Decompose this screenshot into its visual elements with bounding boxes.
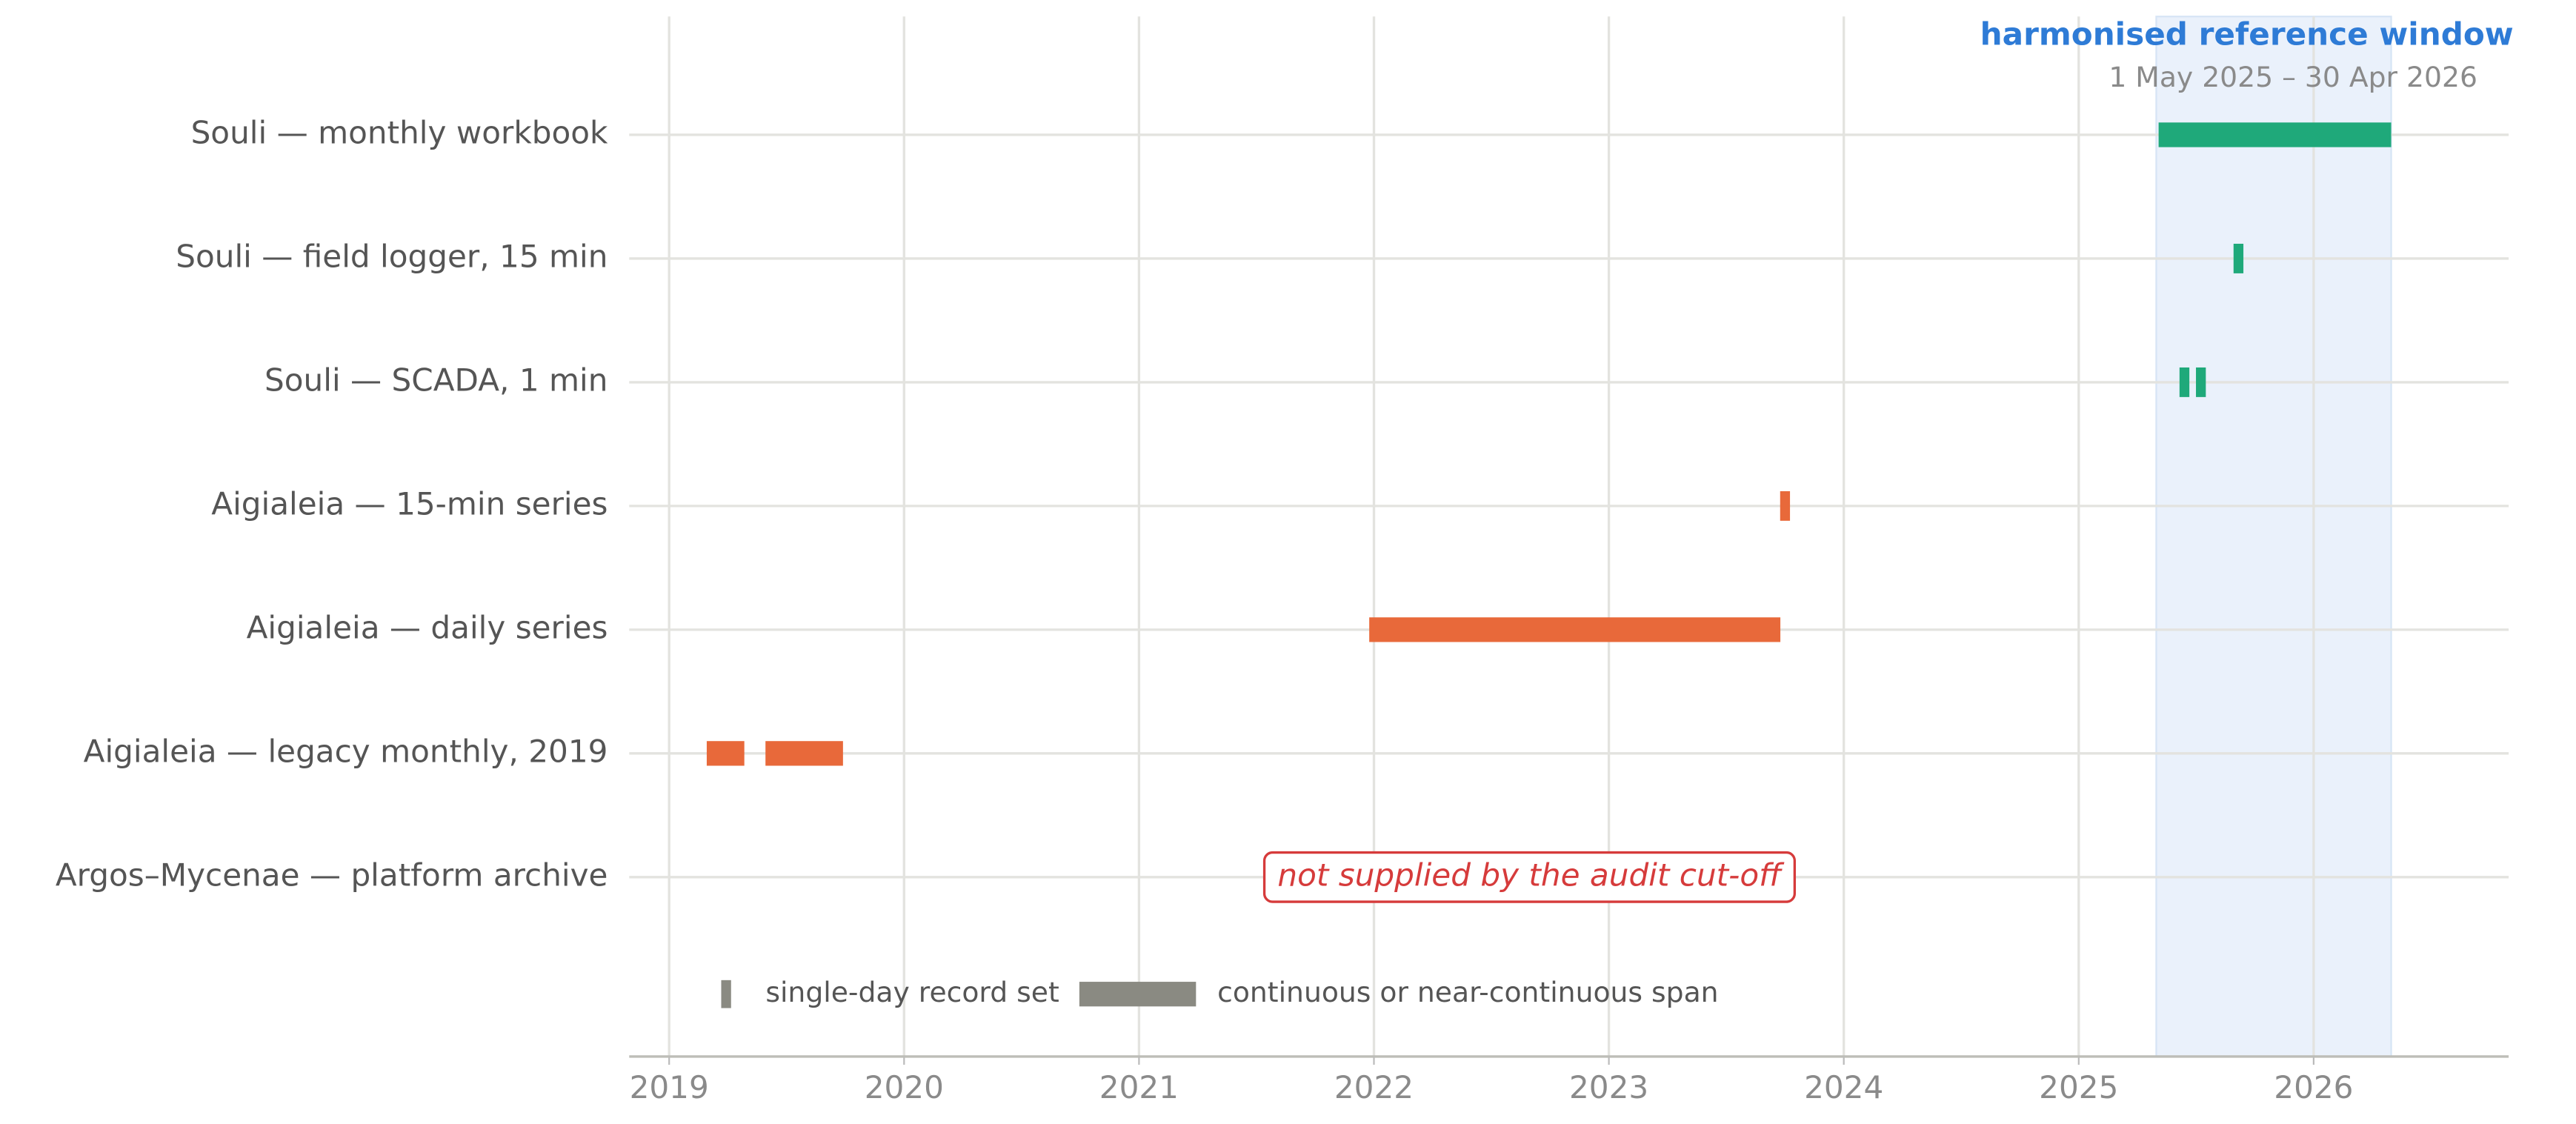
legend-label: continuous or near-continuous span (1217, 976, 1718, 1008)
single-day-mark (2179, 367, 2190, 397)
row-label: Souli — SCADA, 1 min (264, 362, 608, 398)
x-tick-label: 2022 (1334, 1069, 1414, 1105)
row-label: Aigialeia — legacy monthly, 2019 (84, 733, 608, 769)
row-label: Aigialeia — 15-min series (211, 485, 608, 522)
single-day-mark (2196, 367, 2206, 397)
window-subtitle: 1 May 2025 – 30 Apr 2026 (2109, 61, 2477, 93)
row-label: Souli — field logger, 15 min (176, 238, 608, 274)
row-label: Souli — monthly workbook (191, 114, 608, 150)
legend-marker (1079, 982, 1197, 1007)
span-bar (1369, 617, 1781, 642)
window-title: harmonised reference window (1980, 16, 2514, 52)
x-tick-label: 2019 (630, 1069, 709, 1105)
x-tick-label: 2023 (1569, 1069, 1648, 1105)
annotation-box (1262, 851, 1797, 903)
span-bar (765, 741, 843, 766)
annotation-text: not supplied by the audit cut-off (1277, 857, 1785, 893)
span-bar (2158, 122, 2392, 147)
x-tick-label: 2020 (865, 1069, 944, 1105)
x-tick-label: 2021 (1099, 1069, 1179, 1105)
x-tick-label: 2025 (2039, 1069, 2118, 1105)
span-bar (706, 741, 745, 766)
legend-marker (721, 980, 731, 1008)
row-label: Aigialeia — daily series (247, 609, 608, 645)
single-day-mark (2233, 243, 2244, 273)
legend-label: single-day record set (765, 976, 1059, 1008)
reference-window (2155, 16, 2392, 1058)
row-label: Argos–Mycenae — platform archive (56, 857, 608, 893)
annotation: not supplied by the audit cut-off (1262, 851, 1797, 903)
single-day-mark (1780, 490, 1791, 521)
x-tick-label: 2026 (2274, 1069, 2353, 1105)
x-tick-label: 2024 (1804, 1069, 1883, 1105)
